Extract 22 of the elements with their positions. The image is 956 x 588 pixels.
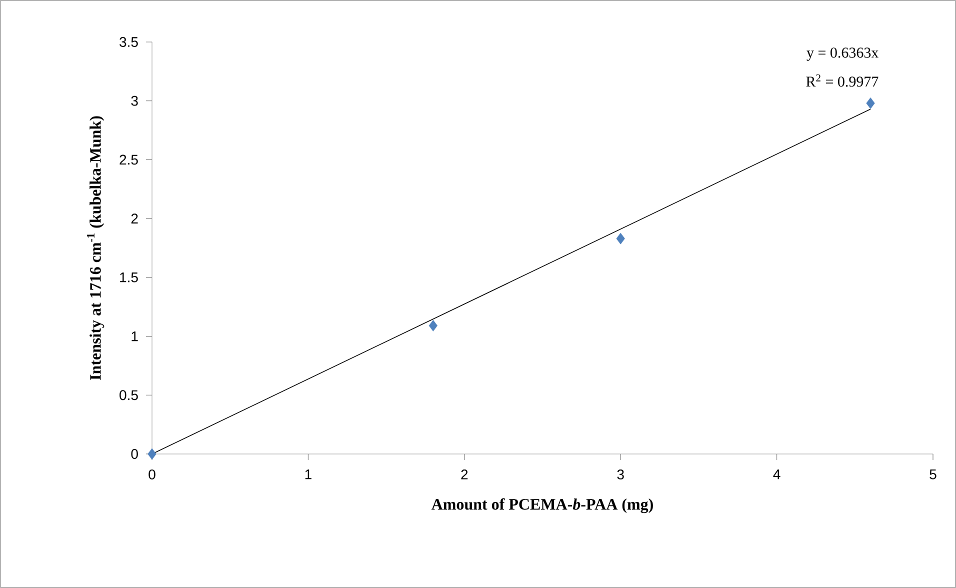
- point: [428, 320, 438, 332]
- x-tick-label: 1: [305, 470, 312, 480]
- x-axis-title: Amount of PCEMA-b-PAA (mg): [431, 498, 653, 514]
- x-tick-label: 4: [773, 470, 780, 480]
- x-tick-label: 0: [148, 470, 156, 480]
- point: [616, 232, 625, 244]
- y-tick-label: 0: [131, 449, 138, 459]
- y-tick-label: 1.5: [120, 272, 138, 282]
- annotation: R$^{2}$ = 0.9977: [806, 74, 878, 87]
- x-tick-label: 3: [617, 470, 624, 480]
- y-axis-title: Intensity at 1716 cm$^{-1}$ (kubelka-Munk): [87, 116, 104, 380]
- x-tick-label: 2: [461, 470, 468, 480]
- y-tick-label: 3.5: [120, 37, 138, 47]
- point: [866, 98, 875, 109]
- y-tick-label: 3: [131, 96, 138, 106]
- y-tick-label: 1: [132, 331, 138, 342]
- annotation: y = 0.6363x: [806, 48, 879, 61]
- x-tick-label: 5: [930, 470, 936, 480]
- y-tick-label: 0.5: [120, 390, 138, 400]
- y-tick-label: 2: [131, 214, 138, 224]
- y-tick-label: 2.5: [120, 154, 138, 165]
- point: [148, 448, 156, 460]
